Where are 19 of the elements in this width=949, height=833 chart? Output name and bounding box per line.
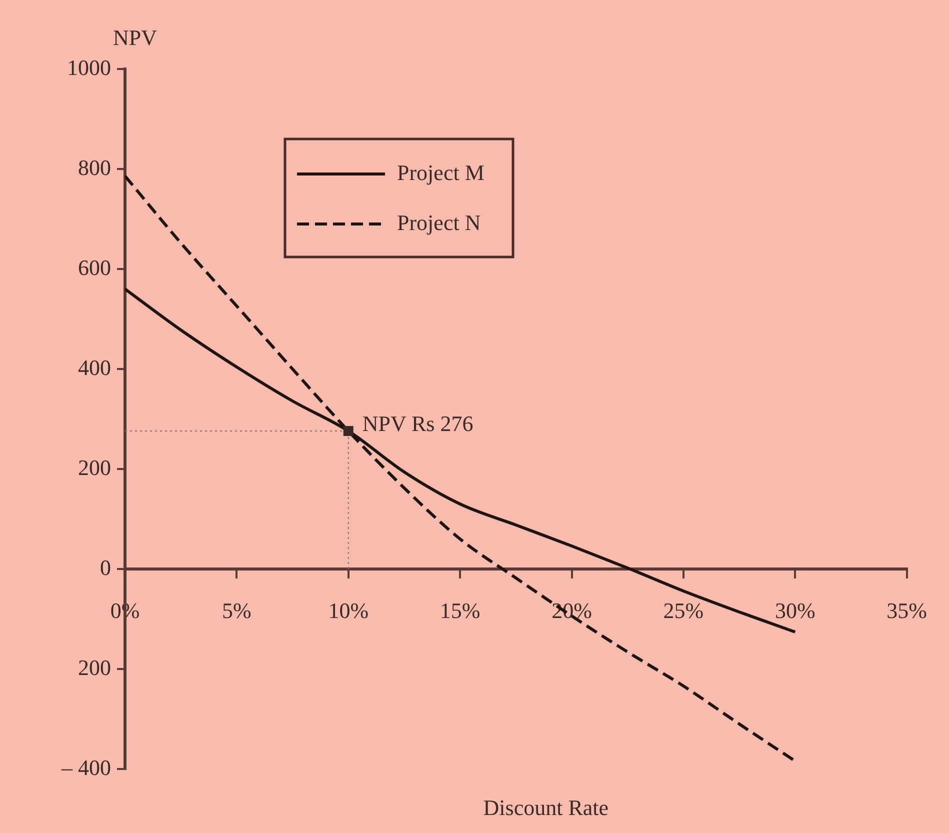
legend-label: Project M [397,160,484,185]
y-tick-label: 200 [78,454,111,480]
y-tick-label: 0 [100,554,111,580]
x-tick-label: 35% [886,598,927,623]
x-axis-title: Discount Rate [483,795,609,820]
legend-label: Project N [397,210,481,235]
x-tick-label: 10% [328,598,369,623]
x-tick-label: 15% [440,598,480,623]
y-tick-label: – 400 [60,754,111,780]
y-tick-label: 400 [78,354,111,380]
y-tick-label: 1000 [67,54,111,80]
x-tick-label: 5% [222,598,252,623]
y-axis-title: NPV [113,25,158,50]
y-tick-label: 600 [78,254,111,280]
annotation: NPV Rs 276 [362,410,474,436]
x-tick-label: 25% [663,598,704,623]
y-tick-label: 200 [78,654,111,680]
x-tick-label: 30% [774,598,816,623]
y-tick-label: 800 [78,154,111,180]
